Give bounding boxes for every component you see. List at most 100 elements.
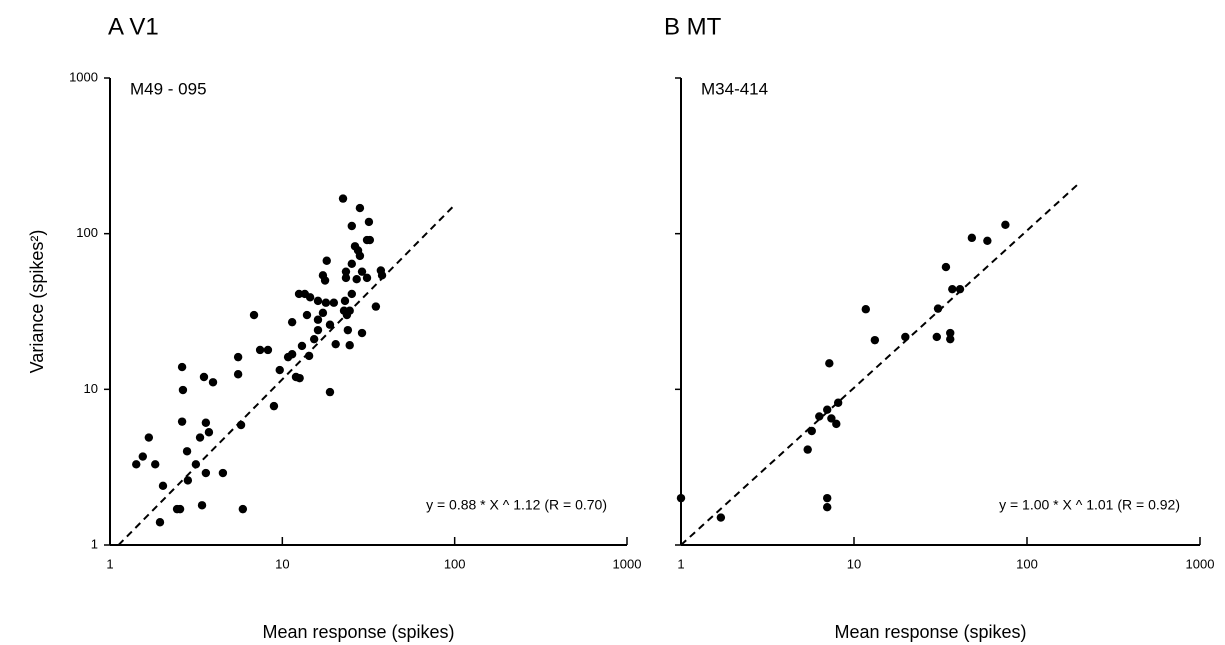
point: [233, 352, 243, 362]
x-tick-label: 100: [1016, 556, 1038, 571]
point: [341, 273, 351, 283]
point: [343, 325, 353, 335]
point: [362, 273, 372, 283]
panel-title: B MT: [664, 13, 722, 40]
point: [357, 328, 367, 338]
point: [823, 502, 832, 512]
fit-annotation: y = 0.88 * X ^ 1.12 (R = 0.70): [426, 497, 607, 513]
point: [255, 345, 265, 355]
point: [238, 504, 248, 514]
point: [178, 385, 188, 395]
point: [933, 304, 943, 313]
point: [861, 305, 870, 314]
point: [352, 274, 361, 284]
point: [297, 341, 307, 351]
point: [132, 460, 141, 469]
point: [338, 194, 348, 203]
y-tick-label: 10: [84, 381, 98, 396]
point: [365, 235, 375, 245]
y-tick-label: 1: [91, 536, 98, 551]
x-tick-label: 1000: [613, 556, 642, 571]
point: [371, 302, 381, 311]
point: [294, 289, 304, 299]
point: [158, 481, 168, 491]
point: [199, 372, 209, 382]
x-tick-label: 100: [444, 556, 466, 571]
point: [313, 315, 323, 324]
point: [955, 284, 965, 294]
point: [946, 328, 955, 338]
point: [325, 320, 335, 329]
point: [347, 259, 357, 269]
point: [320, 276, 330, 285]
point: [295, 373, 304, 383]
point: [138, 452, 148, 461]
x-tick-label: 10: [847, 556, 861, 571]
x-tick-label: 1: [677, 556, 684, 571]
point: [322, 256, 331, 265]
point: [182, 447, 192, 456]
fit-line: [680, 182, 1080, 546]
point: [823, 493, 832, 503]
x-tick-label: 10: [275, 556, 289, 571]
point: [175, 504, 185, 514]
point: [236, 420, 246, 430]
point: [946, 334, 955, 344]
point: [144, 433, 154, 442]
x-axis-label: Mean response (spikes): [262, 622, 454, 642]
point: [183, 476, 193, 485]
point: [208, 378, 218, 387]
point: [302, 310, 312, 320]
point: [347, 289, 357, 299]
y-tick-label: 100: [76, 225, 98, 240]
point: [318, 308, 328, 318]
point: [340, 296, 350, 306]
point: [827, 414, 836, 423]
fit-line: [117, 204, 456, 546]
y-tick-label: 1000: [69, 69, 98, 84]
point: [941, 262, 951, 272]
point: [823, 405, 832, 414]
point: [948, 284, 957, 294]
point: [803, 445, 812, 454]
point: [355, 251, 365, 261]
point: [191, 460, 201, 469]
point: [287, 317, 297, 327]
point: [355, 203, 365, 213]
point: [1001, 220, 1010, 230]
point: [155, 518, 165, 527]
point: [357, 267, 367, 276]
point: [870, 335, 880, 345]
point: [350, 242, 360, 251]
point: [309, 334, 319, 344]
fit-annotation: y = 1.00 * X ^ 1.01 (R = 0.92): [999, 497, 1180, 513]
point: [201, 468, 211, 478]
point: [347, 221, 357, 231]
x-tick-label: 1: [106, 556, 113, 571]
y-axis-label: Variance (spikes²): [27, 230, 47, 374]
point: [331, 339, 340, 349]
panel-title: A V1: [108, 13, 159, 40]
point: [967, 233, 977, 243]
point: [901, 332, 910, 342]
point: [329, 298, 339, 307]
point: [364, 217, 374, 227]
point: [832, 419, 841, 429]
point: [313, 325, 323, 335]
point: [275, 365, 284, 375]
point: [339, 306, 349, 315]
point: [201, 418, 211, 427]
point: [195, 433, 205, 442]
panel-subtitle: M49 - 095: [130, 79, 207, 98]
point: [177, 417, 187, 426]
x-axis-label: Mean response (spikes): [834, 622, 1026, 642]
point: [983, 236, 992, 245]
point: [313, 296, 323, 306]
point: [321, 298, 331, 307]
point: [177, 362, 187, 372]
point: [932, 332, 941, 342]
point: [218, 468, 228, 478]
point: [305, 293, 315, 302]
point: [341, 267, 351, 276]
panel-subtitle: M34-414: [701, 79, 768, 98]
